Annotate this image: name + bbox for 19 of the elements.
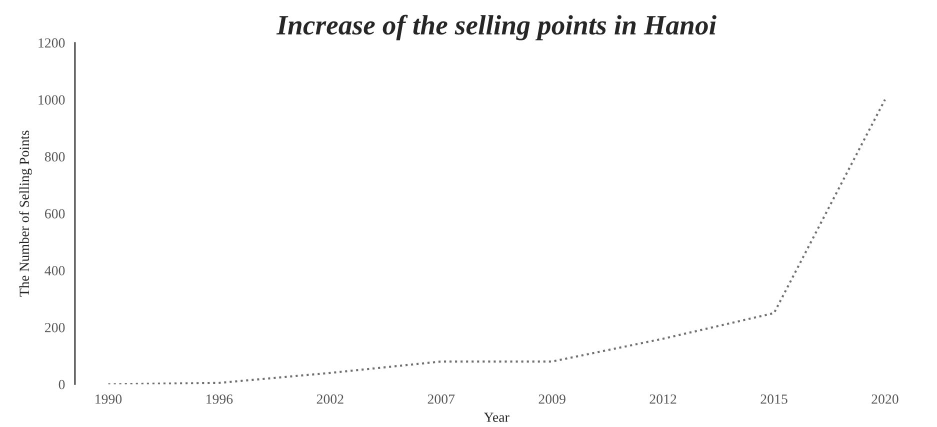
y-tick-label: 0 [58, 380, 65, 390]
x-tick-label: 2015 [760, 394, 788, 404]
y-tick-label: 600 [45, 209, 65, 218]
x-tick-label: 2007 [428, 394, 455, 404]
y-tick-label: 400 [44, 266, 65, 276]
y-tick-label: 1000 [38, 95, 65, 105]
y-tick-label: 1200 [38, 38, 65, 48]
x-axis-title: Year [484, 412, 510, 422]
x-tick-label: 1996 [206, 394, 233, 404]
x-tick-label: 2020 [872, 394, 898, 404]
x-tick-label: 2012 [650, 394, 676, 404]
x-tick-label: 2002 [316, 394, 344, 404]
y-tick-label: 800 [44, 152, 65, 162]
y-axis-title: The Number of Selling Points [19, 130, 32, 297]
x-tick-label: 1990 [96, 394, 122, 404]
chart-title: Increase of the selling points in Hanoi [276, 14, 716, 40]
y-tick-label: 200 [45, 322, 65, 332]
line-series [107, 98, 886, 384]
x-tick-label: 2009 [538, 394, 566, 404]
